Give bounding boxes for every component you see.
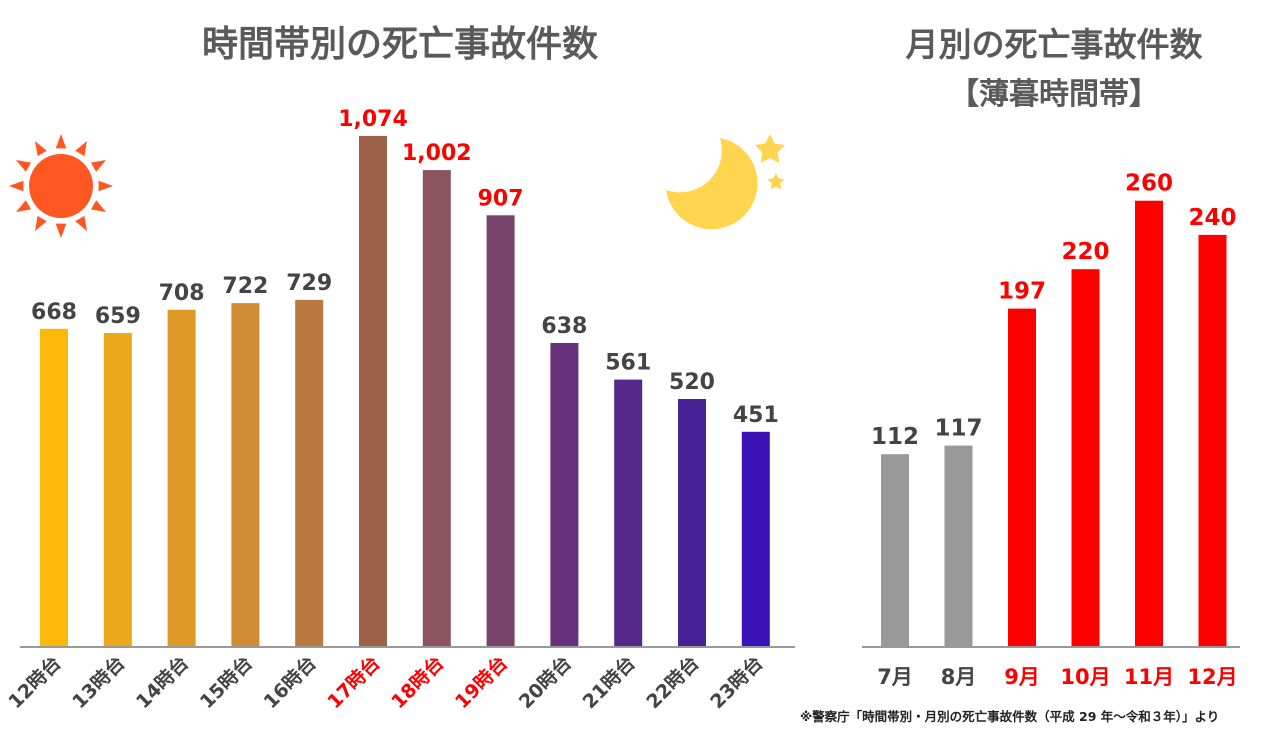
monthly-bar bbox=[1071, 269, 1100, 646]
hourly-bar bbox=[231, 303, 260, 646]
sun-ray bbox=[35, 215, 47, 231]
monthly-bar-chart: 112 7月 117 8月 197 9月 220 10月 260 11月 240 12月 bbox=[862, 171, 1240, 689]
hourly-category-label: 19時台 bbox=[450, 651, 512, 713]
chart-title-monthly: 月別の死亡事故件数 bbox=[906, 25, 1204, 64]
hourly-bar bbox=[486, 215, 515, 647]
hourly-category-label: 17時台 bbox=[323, 651, 385, 713]
hourly-bar bbox=[614, 379, 643, 646]
hourly-value-label: 638 bbox=[541, 314, 587, 339]
hourly-category-label: 12時台 bbox=[4, 651, 66, 713]
hourly-category-label: 23時台 bbox=[705, 651, 767, 713]
hourly-bar bbox=[678, 399, 706, 646]
hourly-category-label: 18時台 bbox=[386, 651, 448, 713]
hourly-category-label: 21時台 bbox=[578, 651, 640, 713]
hourly-bar bbox=[422, 170, 451, 646]
hourly-value-label: 659 bbox=[95, 304, 141, 329]
sun-core bbox=[29, 154, 93, 218]
hourly-category-label: 20時台 bbox=[514, 651, 576, 713]
hourly-value-label: 520 bbox=[669, 370, 715, 395]
monthly-category-label: 8月 bbox=[941, 665, 977, 689]
sun-ray bbox=[55, 134, 67, 149]
monthly-bar bbox=[944, 445, 973, 646]
hourly-bar bbox=[295, 299, 324, 646]
chart-subtitle-monthly: 【薄暮時間帯】 bbox=[949, 77, 1159, 112]
monthly-bar bbox=[881, 454, 909, 646]
monthly-category-label: 12月 bbox=[1187, 665, 1237, 689]
star-small bbox=[767, 173, 785, 190]
hourly-category-label: 14時台 bbox=[131, 651, 193, 713]
monthly-category-label: 7月 bbox=[877, 665, 913, 689]
hourly-category-label: 16時台 bbox=[259, 651, 321, 713]
sun-ray bbox=[35, 141, 47, 157]
chart-title-hourly: 時間帯別の死亡事故件数 bbox=[202, 24, 598, 65]
monthly-value-label: 117 bbox=[934, 416, 982, 442]
monthly-value-label: 260 bbox=[1125, 171, 1173, 197]
monthly-value-label: 197 bbox=[998, 279, 1046, 305]
source-note: ※警察庁「時間帯別・月別の死亡事故件数（平成 29 年～令和３年）」より bbox=[800, 709, 1220, 724]
moon-crescent bbox=[666, 138, 758, 230]
hourly-value-label: 708 bbox=[159, 281, 205, 306]
hourly-value-label: 722 bbox=[222, 274, 268, 299]
monthly-value-label: 112 bbox=[871, 424, 919, 450]
hourly-bar bbox=[359, 135, 387, 646]
hourly-category-label: 15時台 bbox=[195, 651, 257, 713]
hourly-value-label: 1,074 bbox=[338, 107, 408, 132]
hourly-value-label: 561 bbox=[605, 351, 651, 376]
hourly-category-label: 13時台 bbox=[67, 651, 129, 713]
hourly-bar bbox=[550, 343, 579, 646]
star-icon bbox=[767, 173, 785, 190]
sun-ray bbox=[16, 200, 32, 212]
monthly-category-label: 9月 bbox=[1004, 665, 1040, 689]
sun-ray bbox=[98, 180, 113, 192]
monthly-bar bbox=[1008, 308, 1036, 646]
hourly-value-label: 729 bbox=[286, 271, 332, 296]
monthly-value-label: 220 bbox=[1061, 239, 1109, 265]
sun-ray bbox=[90, 160, 106, 172]
monthly-value-label: 240 bbox=[1188, 205, 1236, 231]
monthly-category-label: 10月 bbox=[1060, 665, 1110, 689]
hourly-value-label: 451 bbox=[733, 403, 779, 428]
hourly-category-label: 22時台 bbox=[642, 651, 704, 713]
hourly-bar bbox=[103, 333, 132, 646]
hourly-bar bbox=[167, 309, 196, 646]
hourly-value-label: 907 bbox=[478, 186, 524, 211]
hourly-bar bbox=[741, 431, 770, 646]
monthly-bar bbox=[1135, 200, 1163, 646]
star-large bbox=[754, 134, 786, 163]
sun-ray bbox=[9, 180, 24, 192]
moon-icon bbox=[666, 138, 758, 230]
sun-ray bbox=[16, 160, 32, 172]
sun-ray bbox=[90, 200, 106, 212]
monthly-category-label: 11月 bbox=[1124, 665, 1174, 689]
hourly-value-label: 1,002 bbox=[402, 141, 472, 166]
monthly-bar bbox=[1198, 234, 1227, 646]
sun-rays bbox=[9, 134, 113, 238]
hourly-bar bbox=[40, 328, 68, 646]
sun-ray bbox=[75, 141, 87, 157]
star-icon bbox=[754, 134, 786, 163]
sun-ray bbox=[55, 223, 67, 238]
hourly-value-label: 668 bbox=[31, 300, 77, 325]
sun-ray bbox=[75, 215, 87, 231]
sun-icon bbox=[9, 134, 113, 238]
